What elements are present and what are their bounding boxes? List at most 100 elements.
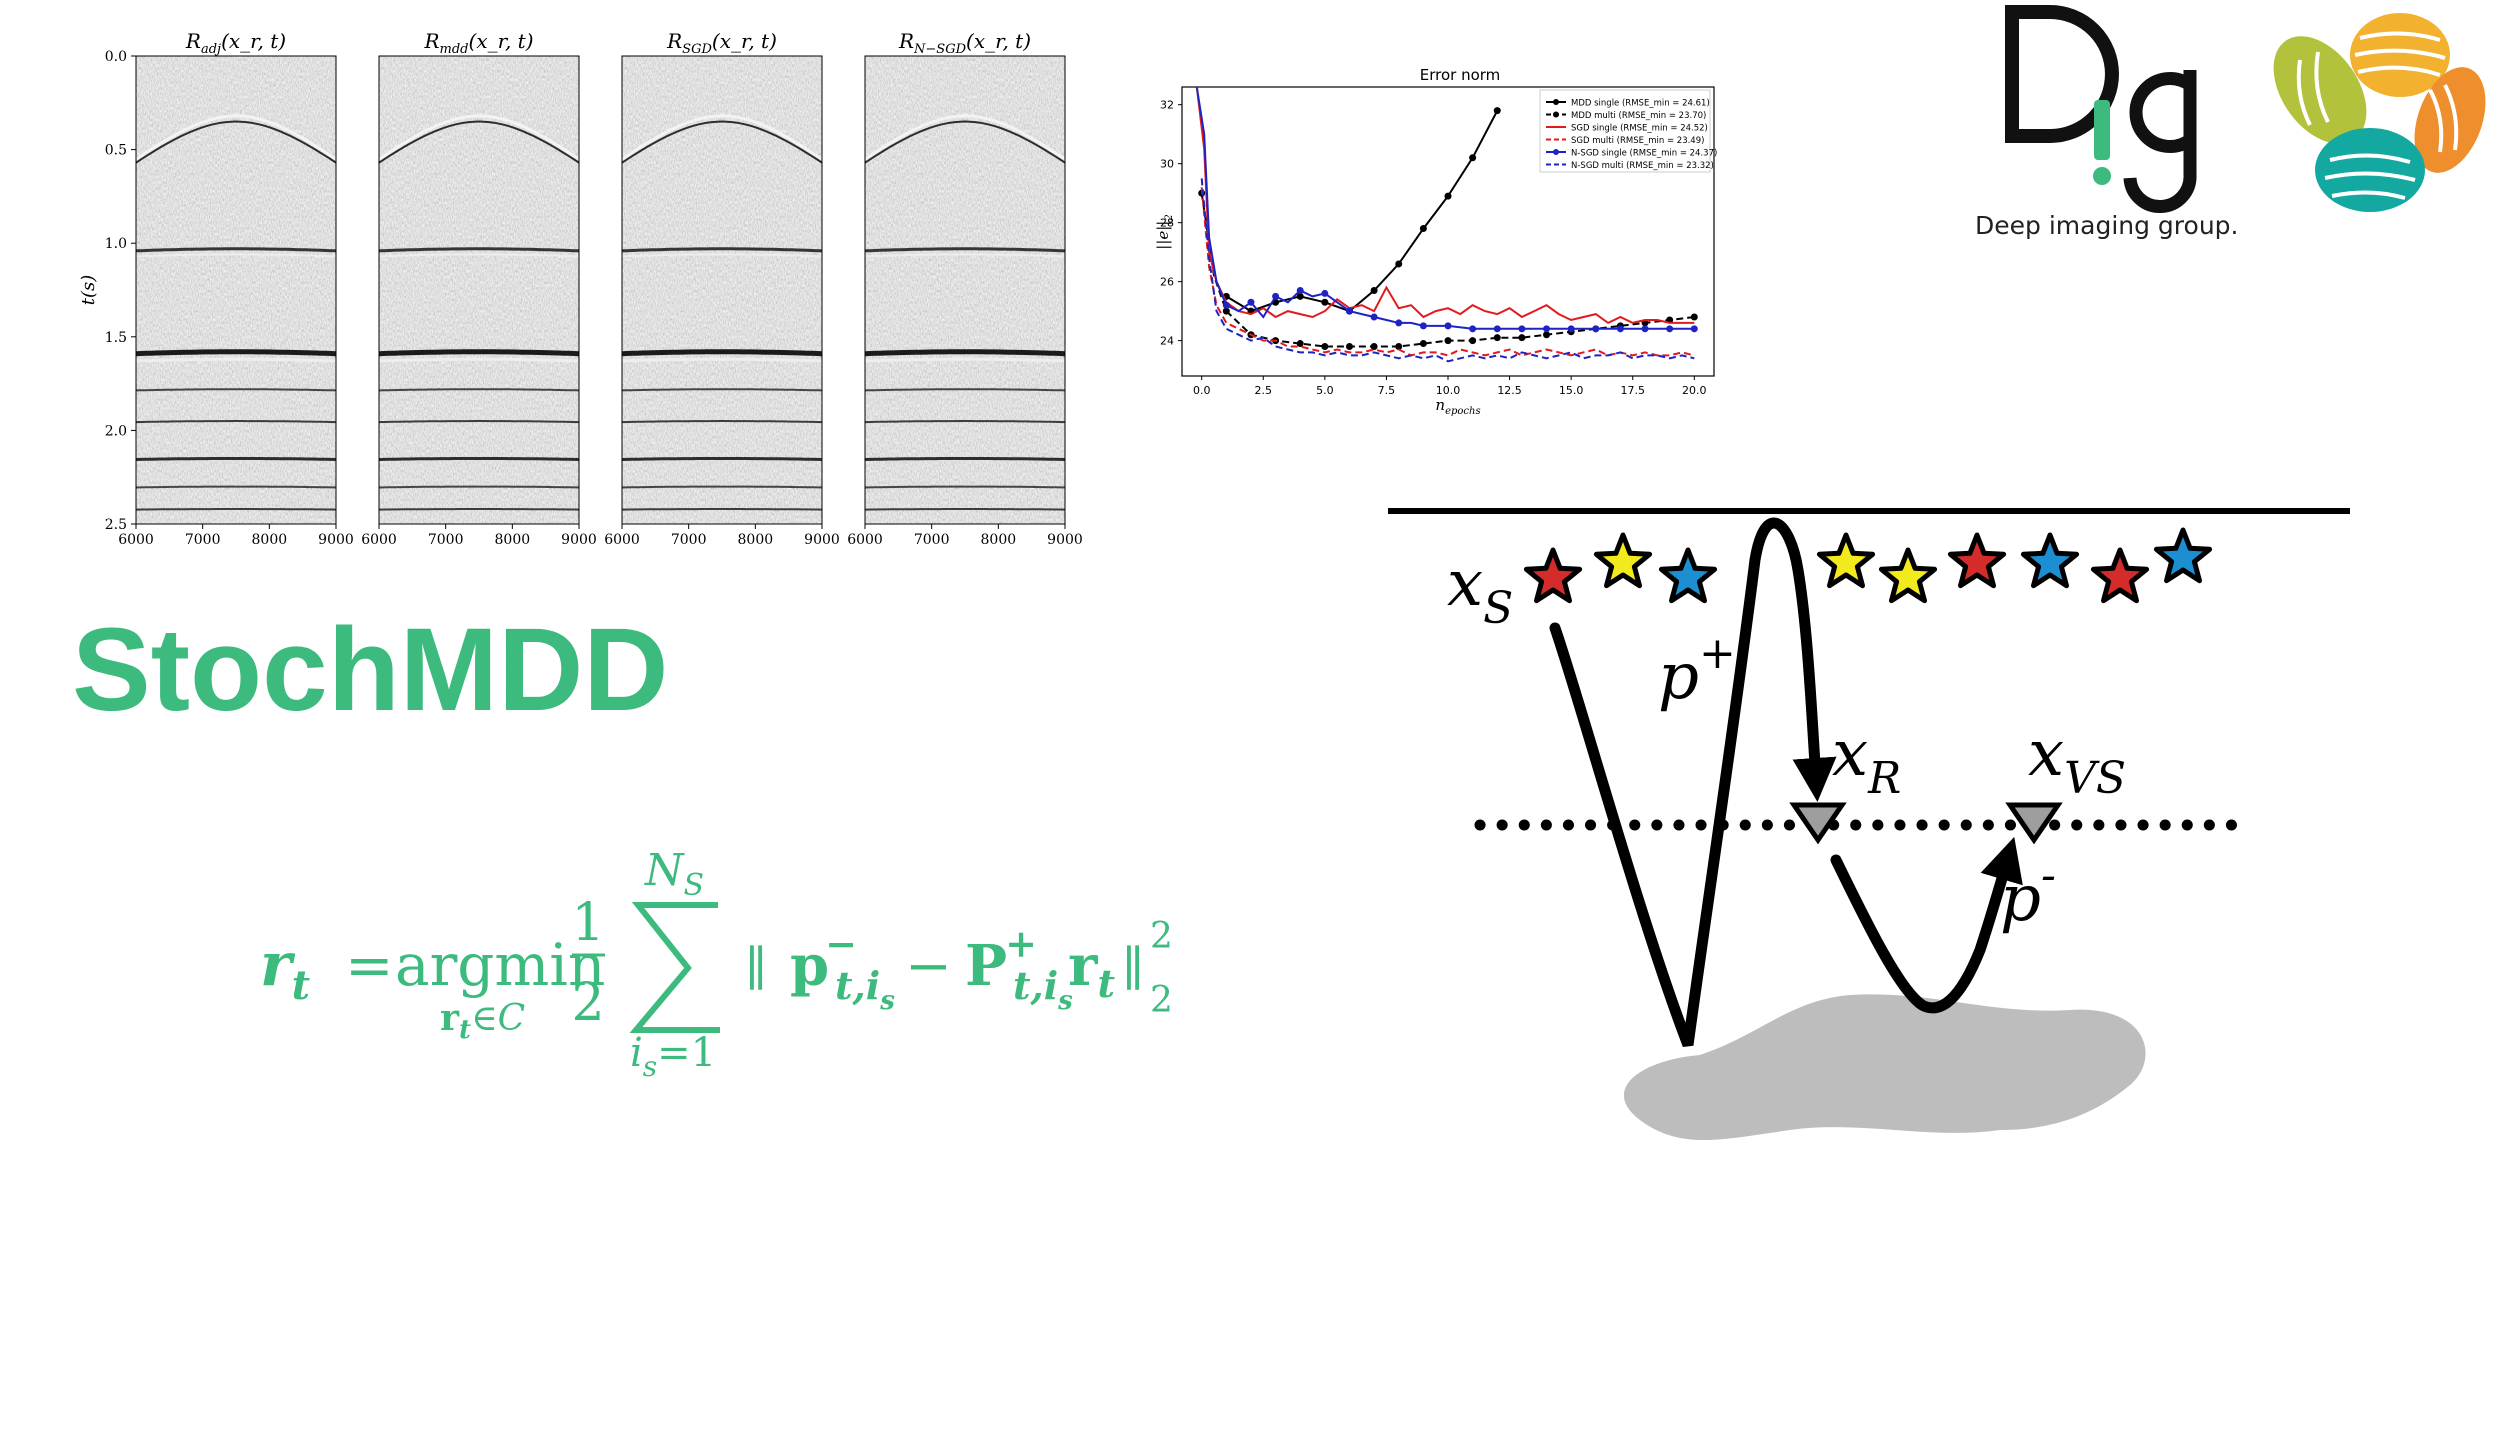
gather-event <box>622 349 822 357</box>
gather-event <box>379 388 579 392</box>
chart-xtick-label: 10.0 <box>1436 384 1461 397</box>
ray-source-down <box>1549 517 1837 1047</box>
gather-event <box>865 114 1065 161</box>
ray-pminus <box>1830 836 2023 1014</box>
gather-title: RSGD(x_r, t) <box>666 29 777 57</box>
chart-title: Error norm <box>1420 66 1501 84</box>
label-pplus: p+ <box>1658 628 1736 714</box>
dig-logo-g-icon <box>2123 70 2197 214</box>
gather-panel-2: Rmdd(x_r, t) 6000 7000 8000 9000 <box>361 29 597 548</box>
chart-series-1 <box>1222 107 1501 315</box>
gather-event <box>865 120 1065 164</box>
chart-series-3 <box>1195 86 1695 325</box>
gather-title-main: R <box>898 29 914 53</box>
gather-background <box>379 56 579 524</box>
chart-point <box>1444 337 1452 345</box>
gather-ytick-label: 1.5 <box>105 330 127 346</box>
gather-event <box>379 253 579 258</box>
chart-point <box>1370 313 1378 321</box>
gather-event <box>136 420 336 424</box>
legend-entry: N-SGD single (RMSE_min = 24.37) <box>1571 149 1717 159</box>
chart-point <box>1296 286 1304 294</box>
chart-xlabel-sub: epochs <box>1445 406 1481 417</box>
gather-event <box>136 508 336 511</box>
gather-xtick-label: 8000 <box>495 532 531 548</box>
dig-logo-D-icon <box>2005 4 2119 143</box>
legend-marker <box>1553 111 1559 118</box>
source-star-icon <box>2153 527 2213 584</box>
chart-point <box>1592 325 1600 333</box>
eq-argmin-sub: rt∈C <box>440 997 525 1045</box>
eq-sum-top: NS <box>644 845 704 903</box>
chart-xtick-label: 20.0 <box>1682 384 1707 397</box>
chart-xtick-label: 0.0 <box>1193 384 1211 397</box>
error-norm-chart: Error norm 0.0 2.5 5.0 7.5 10.0 12.5 15.0 17.5 2… <box>1154 66 1717 417</box>
legend-entry: MDD multi (RMSE_min = 23.70) <box>1571 111 1706 121</box>
dig-logo-i-stem-icon <box>2094 100 2110 160</box>
gather-ylabel: t(s) <box>78 275 99 306</box>
kaust-petal-teal-icon <box>2315 128 2425 212</box>
chart-ytick-label: 32 <box>1160 99 1174 112</box>
chart-ytick-label: 30 <box>1160 158 1174 171</box>
gather-title-sub: mdd <box>440 42 469 57</box>
gather-title-sub: SGD <box>682 42 712 57</box>
chart-series-line <box>1195 86 1695 325</box>
gather-event <box>379 114 579 161</box>
chart-xtick-label: 7.5 <box>1378 384 1396 397</box>
chart-series-6 <box>1200 178 1695 363</box>
gather-event <box>379 457 579 461</box>
gather-xtick-label: 7000 <box>914 532 950 548</box>
chart-ylabel-sub: 2 <box>1164 214 1175 221</box>
gather-event <box>622 457 822 461</box>
label-xs: xS <box>1447 547 1513 634</box>
gather-xtick-label: 9000 <box>318 532 354 548</box>
gather-frame <box>621 55 823 525</box>
gather-event <box>379 247 579 253</box>
source-stars <box>1523 527 2213 604</box>
dig-logo: Deep imaging group. <box>1975 4 2238 240</box>
gather-event <box>136 114 336 161</box>
eq-equals: = <box>345 931 394 999</box>
eq-norm-sup: 2 <box>1150 916 1173 957</box>
gather-background <box>136 56 336 524</box>
gather-event <box>136 457 336 461</box>
gather-xtick-label: 7000 <box>428 532 464 548</box>
objective-equation: rt = argmin rt∈C 1 2 NS is=1 ∥ p− t,is − … <box>260 845 1173 1083</box>
chart-point <box>1518 334 1526 342</box>
chart-ylabel: ||e||2 <box>1154 214 1175 249</box>
chart-point <box>1222 307 1230 315</box>
gather-background <box>865 56 1065 524</box>
legend-entry: MDD single (RMSE_min = 24.61) <box>1571 99 1710 109</box>
eq-frac-num: 1 <box>571 893 604 953</box>
gather-title: Radj(x_r, t) <box>185 29 286 57</box>
chart-point <box>1543 331 1551 339</box>
eq-norm-close: ∥ <box>1122 941 1144 997</box>
legend-entry: N-SGD multi (RMSE_min = 23.32) <box>1571 161 1714 171</box>
chart-point <box>1641 325 1649 333</box>
gather-title-main: R <box>423 29 439 53</box>
source-star-icon <box>2020 532 2080 589</box>
eq-sum-bottom: is=1 <box>630 1030 716 1083</box>
gather-title: RN−SGD(x_r, t) <box>898 29 1031 57</box>
gather-title: Rmdd(x_r, t) <box>423 29 533 57</box>
chart-point <box>1345 343 1353 351</box>
chart-point <box>1370 286 1378 294</box>
gather-xtick-label: 9000 <box>561 532 597 548</box>
gather-title-main: R <box>666 29 682 53</box>
gather-xtick-label: 7000 <box>185 532 221 548</box>
gather-xtick-label: 9000 <box>1047 532 1083 548</box>
gather-xtick-label: 9000 <box>804 532 840 548</box>
chart-point <box>1419 225 1427 233</box>
gather-event <box>622 253 822 258</box>
gather-title-args: (x_r, t) <box>712 29 777 53</box>
chart-series-line <box>1200 178 1695 363</box>
gather-event <box>136 247 336 253</box>
gather-frame <box>378 55 580 525</box>
gather-event <box>379 485 579 489</box>
gather-event <box>622 114 822 161</box>
gather-xtick-label: 8000 <box>738 532 774 548</box>
gather-events <box>379 114 579 511</box>
chart-xtick-label: 12.5 <box>1497 384 1522 397</box>
chart-xtick-label: 17.5 <box>1620 384 1645 397</box>
chart-point <box>1493 325 1501 333</box>
